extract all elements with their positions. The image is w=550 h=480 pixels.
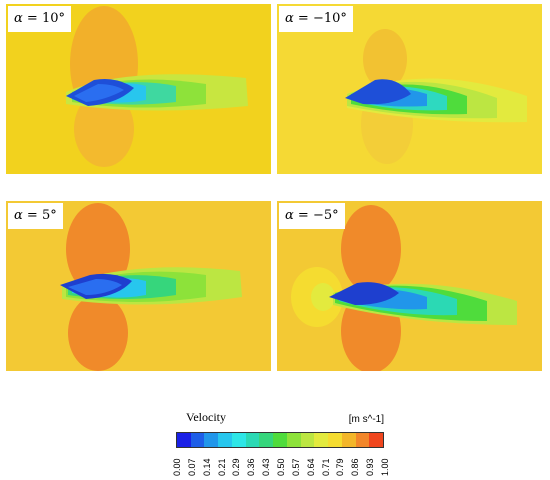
legend-tick-label: 0.71 (320, 458, 331, 476)
legend-tick-label: 0.29 (231, 458, 242, 476)
colorbar-segment (314, 433, 329, 447)
colorbar-segment (355, 433, 370, 447)
legend-unit: [m s^-1] (348, 414, 384, 425)
colorbar-segment (218, 433, 232, 447)
panel-label: α = −5° (279, 203, 345, 229)
colorbar-segment (328, 433, 342, 447)
colorbar-segment (245, 433, 260, 447)
colorbar-segment (231, 433, 246, 447)
legend-tick-label: 0.50 (276, 458, 286, 476)
legend-tick-label: 1.00 (380, 458, 390, 476)
contour-panel-alpha-minus-5: α = −5° (277, 201, 542, 371)
colorbar-segment (300, 433, 315, 447)
colorbar-segment (286, 433, 301, 447)
legend-colorbar (176, 432, 384, 448)
colorbar-segment (190, 433, 205, 447)
velocity-contour-plot (345, 29, 527, 164)
legend-tick-label: 0.86 (350, 458, 361, 476)
panel-label: α = 5° (8, 203, 63, 229)
velocity-legend: Velocity [m s^-1] 0.00 0.07 0.14 0.21 0.29 0.… (166, 410, 396, 476)
legend-tick-label: 0.79 (335, 458, 346, 476)
colorbar-segment (204, 433, 219, 447)
colorbar-segment (259, 433, 274, 447)
colorbar-segment (369, 433, 384, 447)
legend-tick-label: 0.21 (216, 458, 227, 476)
legend-tick-label: 0.07 (186, 458, 197, 476)
legend-tick-label: 0.36 (246, 458, 257, 476)
legend-tick-label: 0.93 (365, 458, 376, 476)
colorbar-segment (177, 433, 191, 447)
contour-panel-alpha-minus-10: α = −10° (277, 4, 542, 174)
velocity-contour-plot (291, 205, 517, 371)
legend-title: Velocity (186, 410, 226, 424)
legend-tick-label: 0.64 (305, 458, 316, 476)
velocity-contour-plot (66, 6, 248, 167)
legend-tick-label: 0.57 (290, 458, 301, 476)
velocity-contour-plot (60, 203, 242, 371)
legend-tick-label: 0.43 (261, 458, 272, 476)
panel-label: α = 10° (8, 6, 71, 32)
contour-panel-alpha-10: α = 10° (6, 4, 271, 174)
panel-label: α = −10° (279, 6, 353, 32)
colorbar-segment (273, 433, 287, 447)
legend-tick-label: 0.14 (201, 458, 212, 476)
legend-tick-label: 0.00 (172, 458, 182, 476)
colorbar-segment (341, 433, 356, 447)
contour-panel-alpha-5: α = 5° (6, 201, 271, 371)
